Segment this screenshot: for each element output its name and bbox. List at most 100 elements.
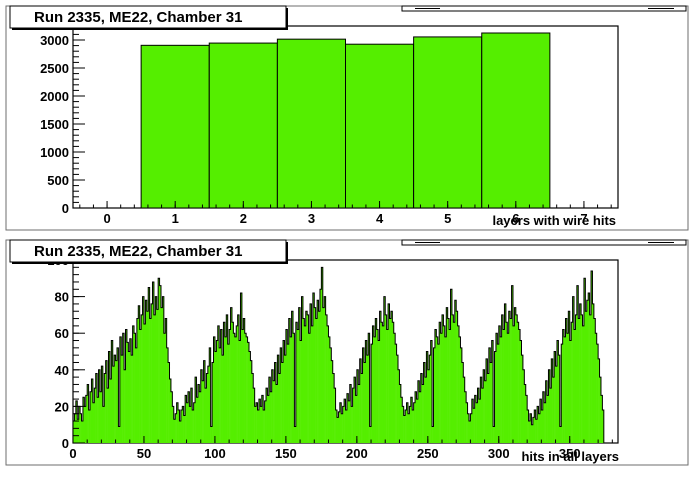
chart-2-bin[interactable] [368, 333, 370, 443]
chart-2-bin[interactable] [85, 395, 88, 443]
chart-2-bin[interactable] [559, 426, 562, 443]
chart-2-bin[interactable] [176, 402, 179, 443]
chart-2-bin[interactable] [136, 318, 139, 443]
chart-2-bin[interactable] [295, 322, 298, 443]
chart-2-bin[interactable] [406, 402, 409, 443]
chart-2-bin[interactable] [490, 362, 492, 443]
chart-2-bin[interactable] [474, 395, 477, 443]
chart-2-bin[interactable] [365, 340, 368, 443]
chart-2-bin[interactable] [423, 362, 426, 443]
chart-2-bin[interactable] [349, 384, 352, 443]
chart-2-bin[interactable] [515, 314, 518, 443]
chart-2-bin[interactable] [477, 388, 480, 443]
chart-2-bin[interactable] [410, 397, 413, 443]
chart-2-bin[interactable] [375, 318, 377, 443]
chart-2-bin[interactable] [512, 325, 515, 443]
chart-2-bin[interactable] [530, 413, 532, 443]
chart-2-bin[interactable] [151, 303, 153, 443]
chart-2-bin[interactable] [436, 336, 439, 443]
chart-2-bin[interactable] [331, 360, 333, 443]
chart-2-bin[interactable] [558, 355, 561, 443]
chart-2-bin[interactable] [498, 325, 501, 443]
chart-2-bin[interactable] [568, 311, 570, 443]
chart-2-bin[interactable] [371, 344, 373, 443]
chart-2-bin[interactable] [520, 340, 522, 443]
chart-2-bin[interactable] [426, 351, 429, 444]
chart-2-bin[interactable] [399, 384, 402, 443]
chart-2-bin[interactable] [359, 358, 362, 443]
chart-2-bin[interactable] [304, 325, 307, 443]
chart-2-bin[interactable] [427, 369, 430, 443]
chart-2-bin[interactable] [109, 378, 112, 443]
chart-2-bin[interactable] [143, 324, 146, 443]
chart-2-bin[interactable] [241, 329, 244, 443]
chart-2-bin[interactable] [510, 318, 512, 443]
chart-2-bin[interactable] [111, 340, 113, 443]
chart-2-bin[interactable] [287, 344, 289, 443]
chart-2-bin[interactable] [400, 397, 403, 443]
chart-2-bin[interactable] [97, 397, 99, 443]
chart-2-bin[interactable] [119, 336, 122, 443]
chart-2-bin[interactable] [82, 397, 85, 443]
chart-2-bin[interactable] [251, 373, 254, 443]
chart-2-bin[interactable] [500, 336, 502, 443]
chart-2-bin[interactable] [128, 351, 131, 444]
chart-2-bin[interactable] [193, 402, 196, 443]
chart-2-bin[interactable] [480, 377, 482, 443]
chart-2-bin[interactable] [81, 421, 84, 443]
chart-2-bin[interactable] [244, 333, 247, 443]
chart-2-bin[interactable] [314, 307, 316, 443]
chart-2-bin[interactable] [551, 358, 553, 443]
chart-2-bin[interactable] [600, 395, 603, 443]
chart-2-bin[interactable] [429, 355, 431, 443]
chart-2-bin[interactable] [459, 336, 461, 443]
chart-2-bin[interactable] [155, 296, 157, 443]
chart-2-bin[interactable] [501, 314, 504, 443]
chart-2-bin[interactable] [114, 355, 116, 443]
chart-2-bin[interactable] [300, 340, 302, 443]
chart-2-bin[interactable] [190, 388, 193, 443]
chart-2-bin[interactable] [518, 329, 521, 443]
chart-2-bin[interactable] [554, 351, 556, 444]
chart-2-bin[interactable] [195, 377, 197, 443]
chart-2-bin[interactable] [382, 325, 385, 443]
chart-2-bin[interactable] [277, 355, 280, 443]
chart-2-bin[interactable] [302, 318, 305, 443]
chart-2-bin[interactable] [199, 391, 201, 443]
chart-2-bin[interactable] [583, 278, 586, 443]
chart-2-bin[interactable] [566, 333, 569, 443]
chart-2-bin[interactable] [385, 314, 387, 443]
chart-2-bin[interactable] [439, 322, 441, 443]
chart-2-bin[interactable] [534, 410, 536, 443]
chart-2-bin[interactable] [379, 311, 382, 443]
chart-2-bin[interactable] [121, 355, 123, 443]
chart-2-bin[interactable] [555, 366, 558, 443]
chart-2-bin[interactable] [417, 380, 420, 443]
chart-2-bin[interactable] [99, 391, 102, 443]
chart-2-bin[interactable] [348, 400, 351, 443]
chart-2-bin[interactable] [440, 333, 443, 443]
chart-2-bin[interactable] [291, 311, 294, 443]
chart-2-bin[interactable] [576, 285, 579, 443]
chart-2-bin[interactable] [352, 388, 355, 443]
chart-2-bin[interactable] [168, 362, 170, 443]
chart-2-bin[interactable] [478, 399, 481, 443]
chart-2-bin[interactable] [178, 410, 180, 443]
chart-2-bin[interactable] [122, 333, 125, 443]
chart-2-bin[interactable] [525, 395, 528, 443]
chart-2-bin[interactable] [470, 413, 473, 443]
chart-2-bin[interactable] [139, 329, 142, 443]
chart-2-bin[interactable] [328, 336, 331, 443]
chart-2-bin[interactable] [327, 325, 329, 443]
chart-2-bin[interactable] [227, 344, 230, 443]
chart-2-bin[interactable] [203, 360, 206, 443]
chart-2-bin[interactable] [433, 347, 436, 443]
chart-2-bin[interactable] [581, 314, 583, 443]
chart-2-bin[interactable] [460, 347, 463, 443]
chart-2-bin[interactable] [231, 322, 234, 443]
chart-2-bin[interactable] [392, 322, 395, 443]
chart-2-bin[interactable] [588, 292, 590, 443]
chart-1-stats-box[interactable] [401, 5, 687, 12]
chart-2-bin[interactable] [307, 314, 309, 443]
chart-2-bin[interactable] [108, 351, 111, 444]
